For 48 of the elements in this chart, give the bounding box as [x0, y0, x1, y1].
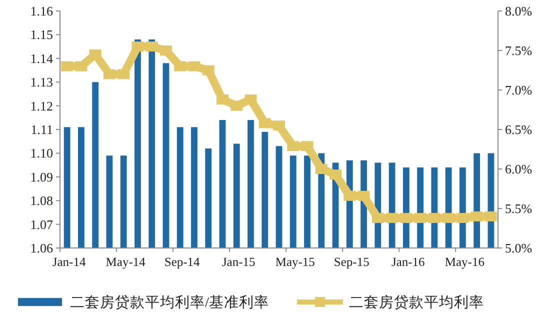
y-tick-label: 1.09	[30, 169, 53, 184]
point	[484, 211, 497, 222]
point	[216, 94, 228, 104]
point	[118, 69, 130, 80]
y2-tick-label: 5.5%	[505, 201, 532, 216]
x-tick-label: Sep-15	[334, 255, 370, 269]
point	[330, 170, 342, 180]
point	[174, 61, 186, 72]
y-tick-label: 1.16	[30, 4, 54, 18]
y-tick-label: 1.06	[30, 240, 54, 256]
y2-tick-label: 5.0%	[505, 240, 532, 256]
point	[202, 65, 214, 76]
y2-tick-label: 7.0%	[505, 82, 532, 98]
legend-label: 二套房贷款平均利率/基准利率	[70, 294, 270, 311]
y2-tick-label: 7.5%	[505, 43, 532, 58]
y-tick-label: 1.10	[30, 146, 53, 161]
point	[258, 118, 271, 128]
x-tick-label: Jan-14	[52, 255, 86, 269]
x-tick-label: May-15	[275, 255, 315, 269]
x-tick-label: Sep-14	[164, 255, 201, 269]
y-tick-label: 1.08	[30, 193, 53, 208]
point	[287, 141, 300, 152]
y2-tick-label: 6.5%	[505, 122, 532, 137]
x-tick-label: Jan-15	[222, 255, 256, 269]
legend-label: 二套房贷款平均利率	[349, 294, 484, 311]
y2-tick-label: 6.0%	[505, 162, 532, 176]
point	[103, 69, 116, 80]
y2-tick-label: 8.0%	[505, 4, 532, 18]
point	[61, 61, 74, 72]
y-tick-label: 1.12	[30, 98, 53, 114]
point	[75, 61, 88, 72]
y-tick-label: 1.14	[30, 50, 54, 66]
y-tick-label: 1.13	[30, 74, 53, 90]
y-tick-label: 1.11	[30, 122, 53, 137]
point	[344, 190, 356, 201]
x-tick-label: May-14	[106, 255, 146, 269]
point	[372, 212, 384, 223]
point	[132, 42, 144, 52]
point	[358, 190, 370, 201]
point	[273, 120, 285, 131]
y-tick-label: 1.07	[30, 216, 54, 232]
point	[301, 141, 314, 152]
point	[160, 46, 172, 56]
y-tick-label: 1.15	[30, 27, 53, 42]
x-tick-label: Jan-16	[391, 255, 425, 269]
point	[230, 100, 243, 111]
x-tick-label: May-16	[444, 255, 484, 269]
point	[315, 164, 328, 174]
